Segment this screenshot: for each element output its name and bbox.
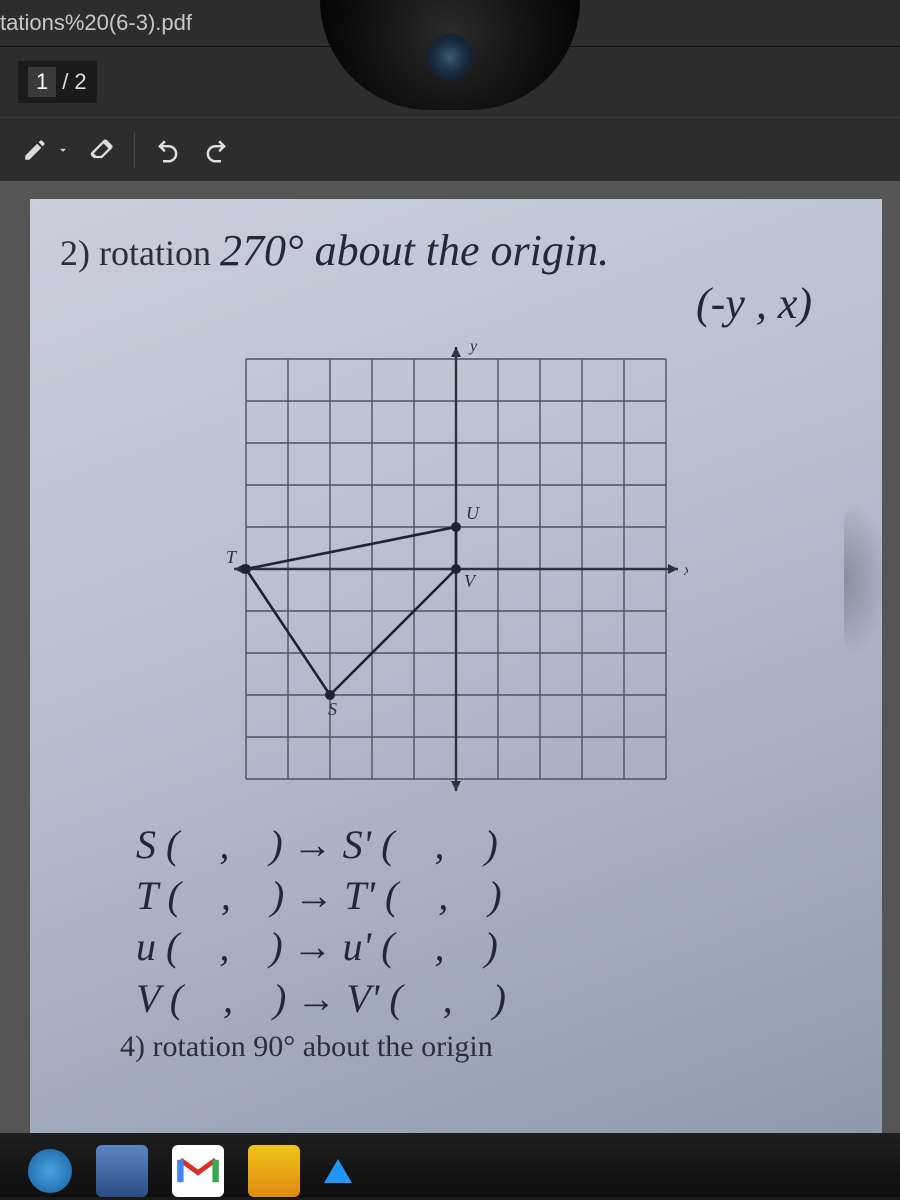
taskbar-app-2[interactable] <box>96 1145 148 1197</box>
page-counter[interactable]: 1 / 2 <box>18 61 97 103</box>
svg-text:y: y <box>468 338 478 355</box>
page-sep: / <box>62 69 68 95</box>
taskbar-app-1[interactable] <box>28 1149 72 1193</box>
mapping-line: u ( , ) → u' ( , ) <box>136 921 852 972</box>
rotation-rule: (-y , x) <box>60 278 852 329</box>
taskbar-app-5[interactable] <box>324 1159 352 1183</box>
page-current[interactable]: 1 <box>28 67 56 97</box>
page-edge-smudge <box>844 499 882 659</box>
problem-2-header: 2) rotation 270° about the origin. <box>60 225 852 276</box>
worksheet-page: 2) rotation 270° about the origin. (-y ,… <box>30 199 882 1133</box>
svg-text:T: T <box>226 547 238 567</box>
problem-printed-word: rotation <box>99 233 211 273</box>
toolbar-divider <box>134 132 135 168</box>
problem-4-preview: 4) rotation 90° about the origin <box>60 1030 852 1064</box>
redo-icon[interactable] <box>201 135 231 165</box>
svg-text:V: V <box>464 571 477 591</box>
url-text: tations%20(6-3).pdf <box>0 10 192 35</box>
camera-lens <box>427 34 473 80</box>
undo-icon[interactable] <box>153 135 183 165</box>
coordinate-grid: y x S T U V <box>224 337 688 801</box>
problem-hand-title: 270° about the origin. <box>220 226 609 275</box>
coordinate-grid-wrap: y x S T U V <box>60 337 852 801</box>
eraser-icon[interactable] <box>88 136 116 164</box>
mapping-line: S ( , ) → S' ( , ) <box>136 819 852 870</box>
svg-text:S: S <box>328 699 337 719</box>
pdf-toolbar <box>0 117 900 181</box>
edit-icon[interactable] <box>22 137 48 163</box>
os-taskbar <box>0 1133 900 1197</box>
mapping-line: V ( , ) → V' ( , ) <box>136 973 852 1024</box>
svg-text:U: U <box>466 503 480 523</box>
chevron-down-icon[interactable] <box>56 143 70 157</box>
pdf-viewer-area: 2) rotation 270° about the origin. (-y ,… <box>0 181 900 1133</box>
mapping-line: T ( , ) → T' ( , ) <box>136 870 852 921</box>
svg-text:x: x <box>683 562 688 579</box>
taskbar-app-4[interactable] <box>248 1145 300 1197</box>
problem-number: 2) <box>60 233 90 273</box>
page-total: 2 <box>74 69 86 95</box>
gmail-icon[interactable] <box>172 1145 224 1197</box>
mapping-lines-block: S ( , ) → S' ( , )T ( , ) → T' ( , )u ( … <box>60 819 852 1024</box>
